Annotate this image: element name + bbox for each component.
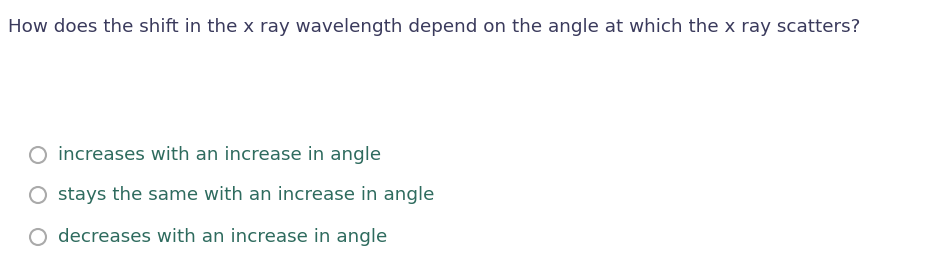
Text: increases with an increase in angle: increases with an increase in angle — [58, 146, 380, 164]
Text: How does the shift in the x ray wavelength depend on the angle at which the x ra: How does the shift in the x ray waveleng… — [8, 18, 859, 36]
Text: decreases with an increase in angle: decreases with an increase in angle — [58, 228, 387, 246]
Text: stays the same with an increase in angle: stays the same with an increase in angle — [58, 186, 434, 204]
